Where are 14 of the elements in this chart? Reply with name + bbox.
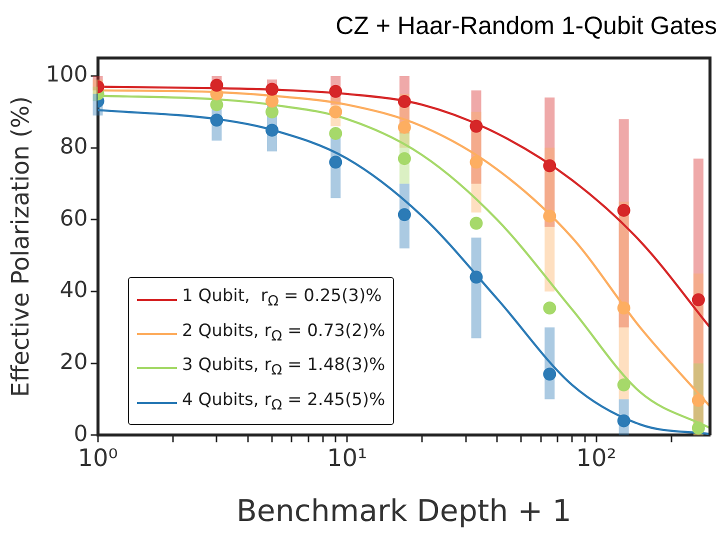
- y-axis-title: Effective Polarization (%): [6, 96, 35, 398]
- x-tick-label: 10²: [576, 444, 616, 472]
- legend-label: 4 Qubits, r$_{Ω}$ = 2.45(5)%: [182, 388, 386, 415]
- y-tick-label: 100: [46, 62, 88, 88]
- legend-label: 3 Qubits, r$_{Ω}$ = 1.48(3)%: [182, 354, 386, 381]
- legend-label: 1 Qubit, r$_{Ω}$ = 0.25(3)%: [182, 285, 382, 312]
- y-tick-label: 60: [60, 206, 88, 232]
- y-tick-label: 80: [60, 134, 88, 160]
- x-axis-title: Benchmark Depth + 1: [236, 494, 572, 529]
- chart-title: CZ + Haar-Random 1-Qubit Gates: [336, 12, 717, 40]
- legend-label: 2 Qubits, r$_{Ω}$ = 0.73(2)%: [182, 320, 386, 346]
- y-tick-label: 40: [60, 278, 88, 304]
- y-tick-label: 20: [60, 350, 88, 376]
- x-tick-label: 10¹: [326, 444, 368, 472]
